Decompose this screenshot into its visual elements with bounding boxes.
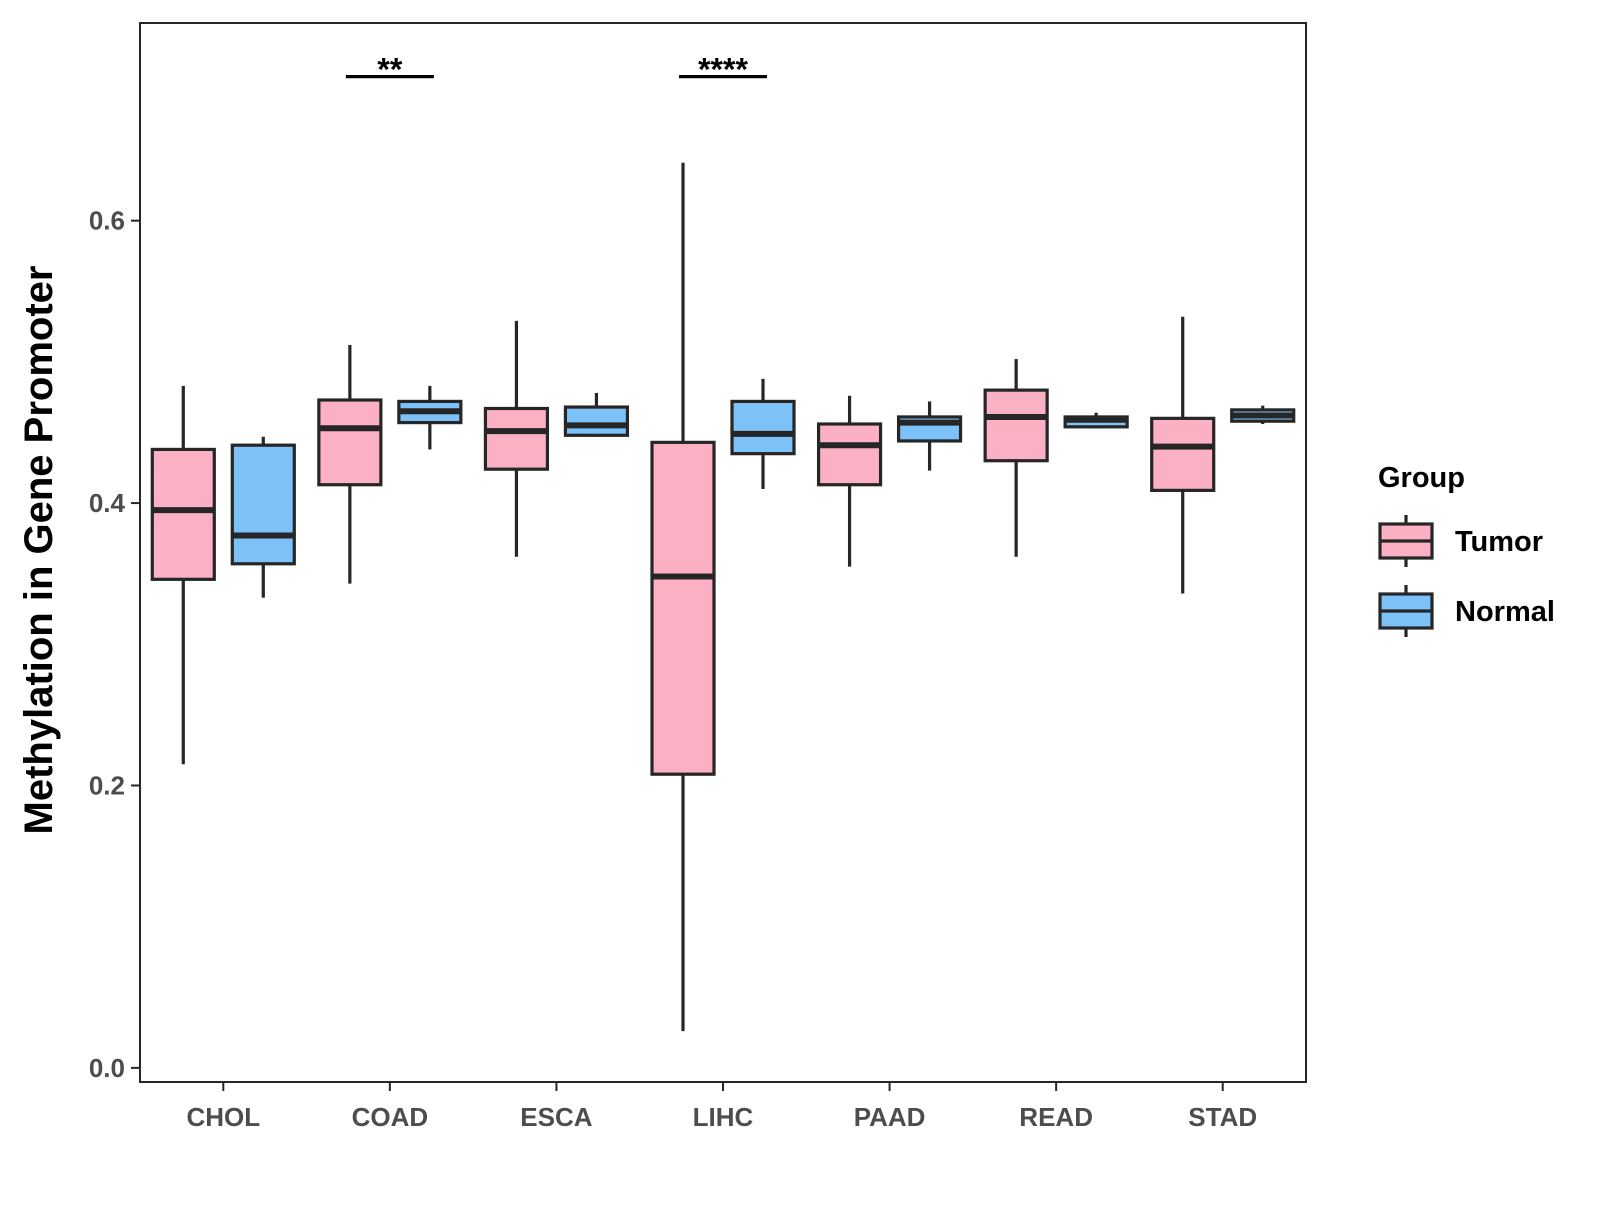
significance-label: **** [698,52,748,88]
legend-label-normal: Normal [1455,596,1555,628]
box-body [730,399,796,456]
significance-coad: ** [345,52,434,88]
box-chol-normal [230,436,296,598]
y-tick-label: 0.0 [89,1053,125,1083]
box-body [1150,416,1216,492]
x-tick-label-esca: ESCA [520,1102,592,1132]
box-read-tumor [983,359,1049,557]
box-esca-normal [563,392,630,437]
legend-label-tumor: Tumor [1455,526,1543,558]
x-tick-label-lihc: LIHC [693,1102,754,1132]
y-tick-label: 0.2 [89,770,125,800]
y-axis-label: Methylation in Gene Promoter [17,266,61,835]
y-tick-label: 0.4 [89,488,126,518]
box-esca-tumor [483,320,550,557]
legend-title: Group [1378,462,1465,494]
legend-item-tumor: Tumor [1378,515,1543,567]
plot-panel-border [139,22,1307,1083]
legend-item-normal: Normal [1378,585,1555,637]
box-body [650,440,716,776]
box-body [230,443,296,566]
box-coad-normal [397,385,463,450]
box-paad-tumor [816,395,883,567]
x-tick-label-coad: COAD [352,1102,429,1132]
x-tick-label-paad: PAAD [854,1102,926,1132]
boxes-layer [150,162,1296,1032]
box-body [983,388,1049,463]
legend: Group Tumor Normal [1378,462,1555,637]
x-tick-label-stad: STAD [1188,1102,1257,1132]
box-read-normal [1063,412,1129,429]
box-lihc-tumor [650,162,716,1032]
box-body [483,406,550,471]
box-body [150,447,216,581]
box-body [563,405,630,437]
x-tick-label-chol: CHOL [186,1102,260,1132]
y-tick-label: 0.6 [89,206,125,236]
box-body [317,398,383,487]
box-coad-tumor [317,344,383,584]
box-chol-tumor [150,385,216,765]
box-lihc-normal [730,378,796,489]
axes-layer: 0.0 0.2 0.4 0.6 CHOL COAD ESCA LIHC PAAD READ STAD [89,22,1307,1132]
box-stad-tumor [1150,316,1216,594]
significance-label: ** [377,52,402,88]
legend-key-tumor [1378,515,1434,567]
box-paad-normal [896,401,963,471]
annotations-layer: ** **** [345,52,767,88]
legend-key-normal [1378,585,1434,637]
box-body [816,422,883,487]
x-tick-label-read: READ [1019,1102,1093,1132]
box-stad-normal [1230,405,1296,425]
significance-lihc: **** [679,52,767,88]
